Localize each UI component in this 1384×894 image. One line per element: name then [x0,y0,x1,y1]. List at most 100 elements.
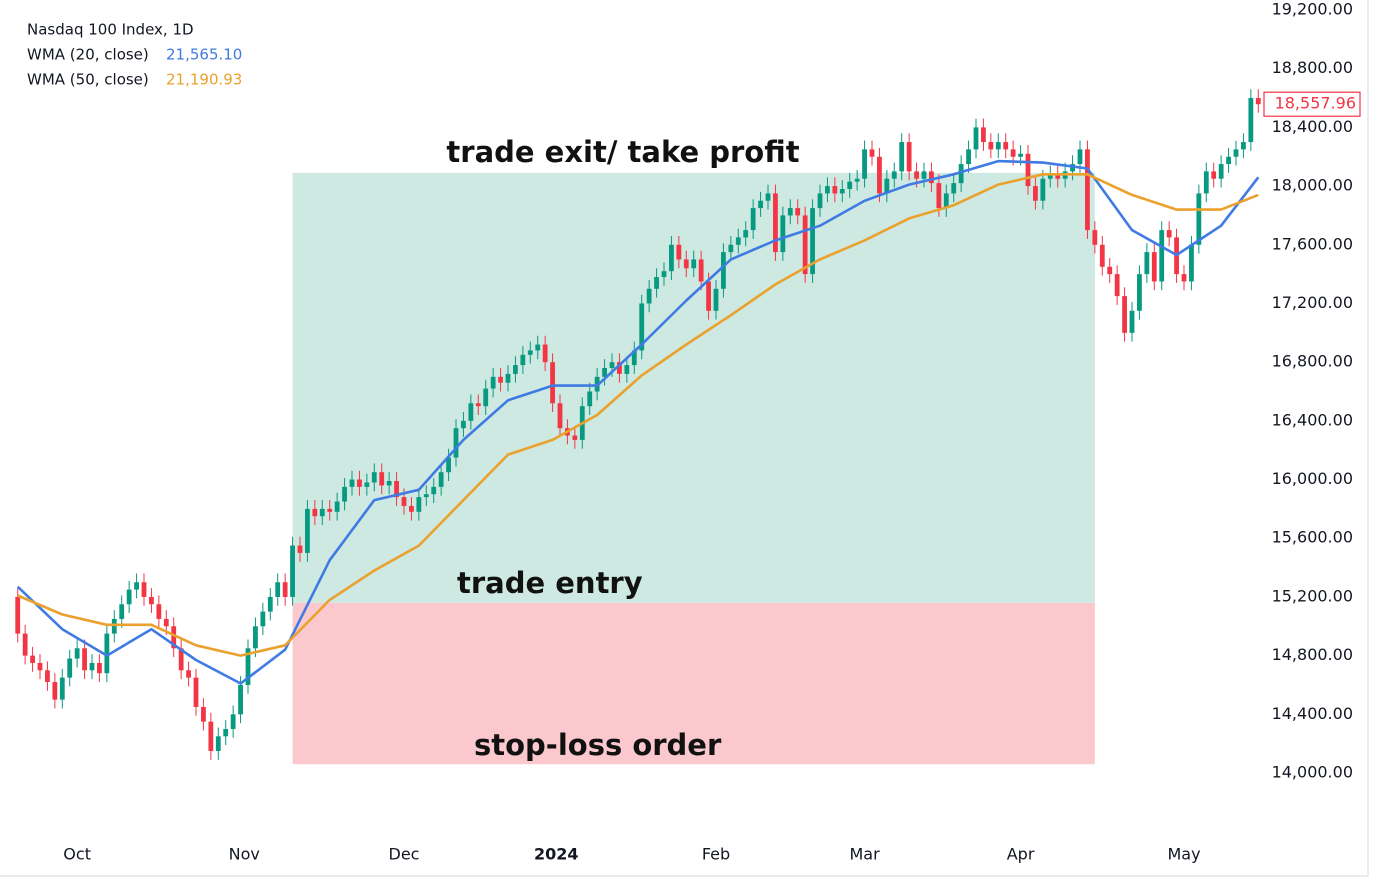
profit-zone [292,172,1095,603]
zones [292,172,1095,765]
candle-body [617,362,622,374]
candle-body [334,501,340,512]
y-tick-label: 14,400.00 [1272,704,1353,723]
candle-body [379,472,385,486]
candle-body [929,171,934,184]
candle-body [1122,296,1127,333]
plot [15,89,1261,760]
y-tick-label: 14,800.00 [1272,645,1353,664]
candle-body [1203,171,1209,194]
candle-body [706,281,711,311]
y-tick-label: 18,800.00 [1272,58,1353,77]
candle-body [735,237,741,245]
candle-body [646,288,652,304]
candle-body [520,354,526,366]
candle-body [423,494,429,498]
candle-body [201,706,206,722]
candle-body [1099,244,1105,267]
candle-body [468,403,474,421]
candle-body [1166,230,1172,238]
candle-body [1181,274,1187,282]
candle-body [475,403,481,407]
candle-body [149,596,154,605]
candle-body [238,684,243,715]
candle-body [282,582,288,597]
candle-body [438,472,444,487]
candle-body [186,670,191,678]
x-tick-label: 2024 [534,845,579,864]
candle-body [267,596,273,612]
candle-body [111,618,117,634]
x-tick-label: May [1167,845,1200,864]
candle-body [409,505,414,512]
candle-body [230,714,236,729]
candle-body [1107,266,1113,275]
candle-body [215,736,221,751]
candle-body [513,365,518,374]
candle-body [802,215,808,275]
candle-body [542,344,548,363]
candle-body [943,193,949,209]
candle-body [119,604,125,619]
candle-body [795,208,801,216]
candle-body [1137,274,1142,311]
y-tick-label: 16,400.00 [1272,410,1353,429]
annotation: stop-loss order [474,728,722,762]
candle-body [1114,274,1120,297]
candle-body [97,662,102,674]
candle-body [401,497,407,506]
candle-body [527,350,533,355]
candle-body [59,677,65,700]
candle-body [683,259,689,269]
candle-body [74,648,80,659]
candle-body [787,208,793,216]
annotation: trade exit/ take profit [446,135,799,169]
candle-body [453,428,459,458]
candle-body [832,186,838,194]
candle-body [290,545,295,597]
candle-body [446,457,451,473]
y-tick-label: 18,000.00 [1272,176,1353,195]
last-price-box [1263,91,1361,117]
candle-body [988,142,994,150]
candle-body [394,481,399,498]
candle-body [126,589,132,605]
candle-body [483,388,489,407]
candle-body [899,142,905,172]
candle-body [297,545,303,553]
candle-body [1255,98,1261,105]
candle-body [691,259,697,269]
candle-body [847,181,853,190]
candle-body [906,142,912,172]
candle-body [817,193,823,209]
x-tick-label: Oct [63,845,91,864]
candle-body [921,171,927,179]
candle-body [773,193,778,253]
candle-body [557,403,563,429]
legend-name: WMA (50, close) [27,71,149,89]
x-tick-label: Mar [849,845,880,864]
candle-body [1033,186,1038,201]
wma-line [16,159,1260,685]
candle-body [193,677,199,707]
x-tick-label: Apr [1007,845,1035,864]
candle-body [386,481,392,486]
candle-body [178,648,184,671]
candle-body [1226,156,1231,165]
candle-body [22,633,28,656]
candle-body [104,633,110,674]
candle-body [1129,310,1135,333]
candle-body [721,252,726,289]
candle-body [728,244,734,253]
y-tick-label: 18,400.00 [1272,117,1353,136]
candle-body [669,244,674,272]
candle-body [342,486,347,502]
candle-body [1159,230,1165,282]
candle-body [305,508,310,553]
candle-body [676,244,682,260]
legend-value: 21,190.93 [166,71,242,89]
legend-title: Nasdaq 100 Index, 1D [27,21,194,39]
candle-body [223,728,229,737]
candle-body [869,149,875,157]
candle-body [661,271,667,278]
